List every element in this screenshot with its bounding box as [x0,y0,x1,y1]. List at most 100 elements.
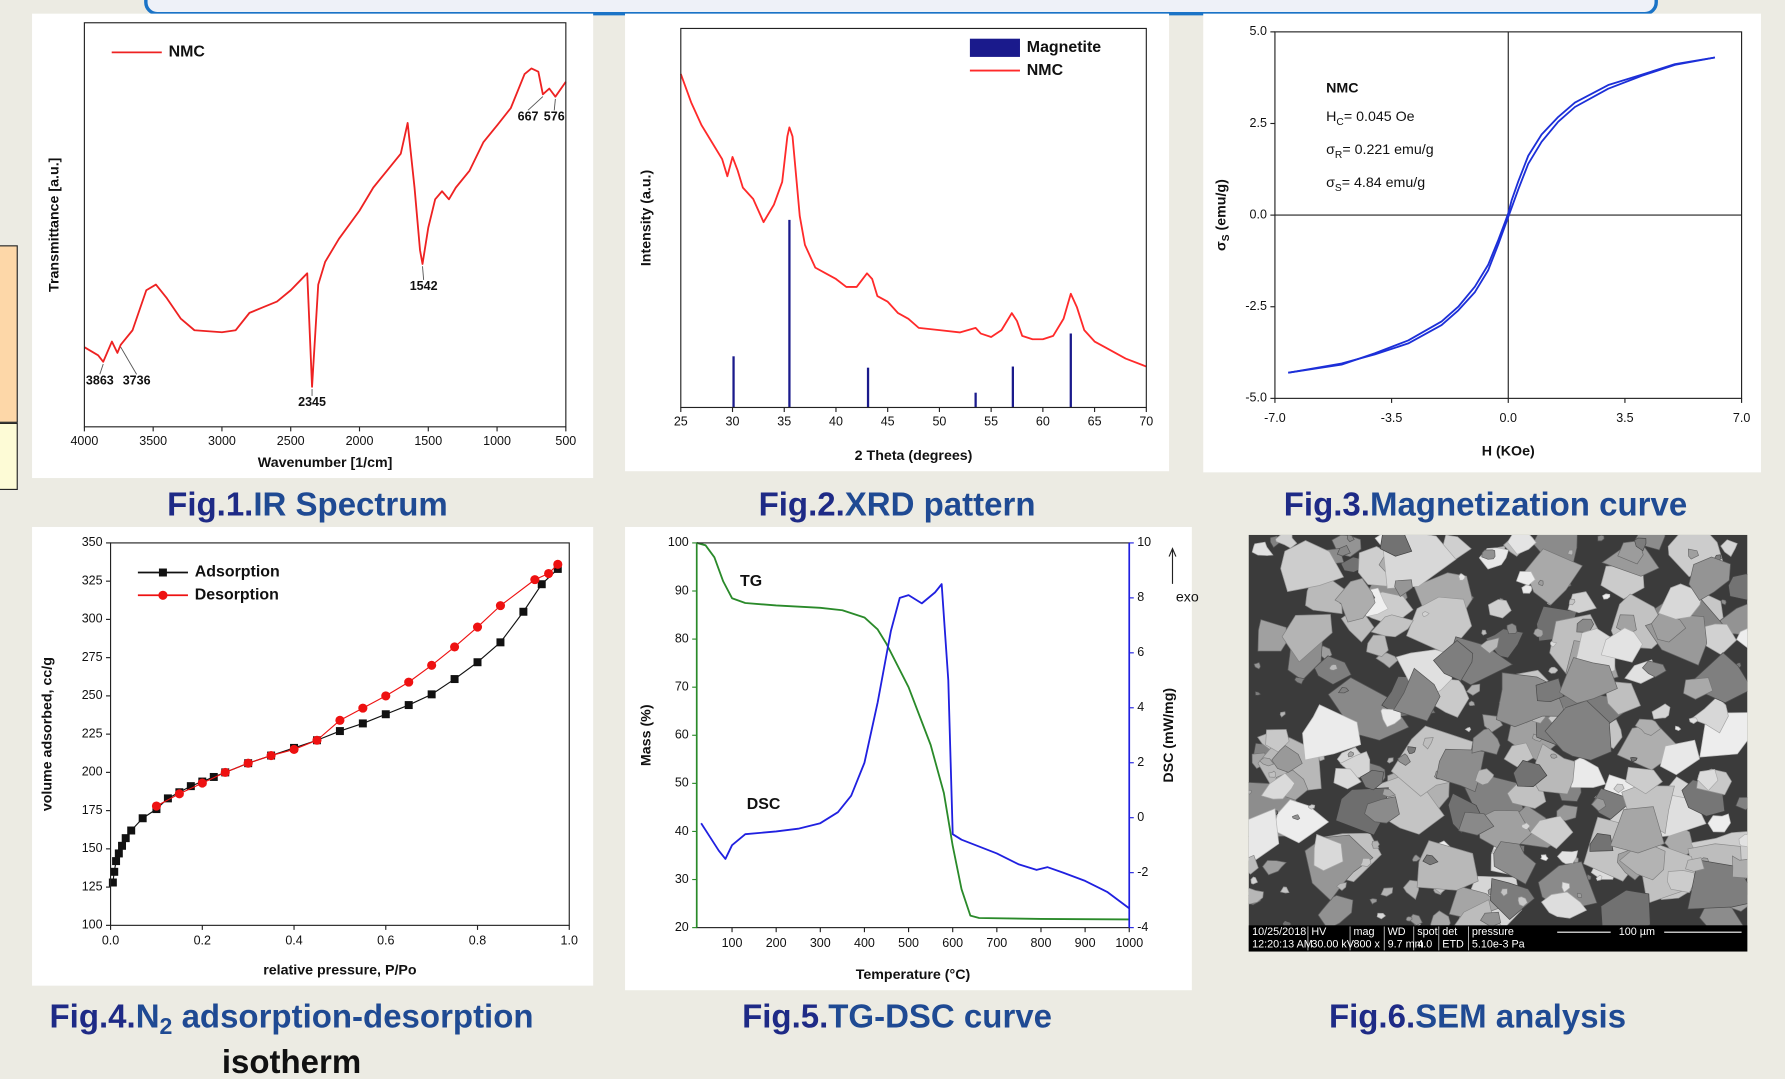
x-tick-label: -3.5 [1381,411,1403,425]
y2-tick-label: 8 [1137,590,1144,604]
side-table-cell [0,423,17,489]
x-tick-label: 200 [766,936,787,950]
x-tick-label: 0.4 [285,934,302,948]
caption-label: Fig.6. [1329,997,1415,1034]
annotation: 2345 [298,395,326,409]
sem-scale-label: 100 µm [1619,926,1655,938]
x-tick-label: 1.0 [561,934,578,948]
marker [152,801,161,810]
poster-section: 10/25/201812:20:13 AMHV30.00 kVmag800 xW… [0,0,1785,1079]
y-axis-label: Mass (%) [638,704,654,766]
marker [450,642,459,651]
sem-info: 30.00 kV [1311,939,1354,951]
caption-label: Fig.1. [167,485,253,522]
y2-axis-label: DSC (mW/mg) [1161,688,1177,783]
sem-image: 10/25/201812:20:13 AMHV30.00 kVmag800 xW… [1211,522,1764,951]
annotation: 3863 [86,373,114,387]
annotation-part: C [1336,116,1343,127]
figure-caption: Fig.3.Magnetization curve [1284,485,1687,522]
marker [404,678,413,687]
y-axis-label-part: S [1221,234,1232,241]
caption-text: 2 [160,1013,173,1039]
marker [530,575,539,584]
x-tick-label: 30 [726,415,740,429]
marker [244,759,253,768]
caption-text: N [136,997,160,1034]
y-tick-label: 5.0 [1250,24,1267,38]
figure-caption: Fig.5.TG-DSC curve [742,997,1052,1034]
marker [175,789,184,798]
chart-panel [625,14,1169,472]
caption-text: SEM analysis [1415,997,1626,1034]
legend-label: Magnetite [1027,39,1101,56]
caption-text: XRD pattern [845,485,1036,522]
marker [122,834,130,842]
y-axis-label: Intensity (a.u.) [638,170,654,267]
sem-info: HV [1311,926,1327,938]
caption-label: Fig.2. [759,485,845,522]
x-tick-label: 4000 [70,434,98,448]
y-axis-label-part: (emu/g) [1213,179,1229,235]
annotation-part: = 4.84 emu/g [1342,175,1425,191]
sem-info: 4.0 [1417,939,1432,951]
caption-label: Fig.4. [50,997,136,1034]
x-tick-label: 700 [986,936,1007,950]
y2-tick-label: 0 [1137,810,1144,824]
y-tick-label: 150 [82,841,103,855]
y-tick-label: 60 [675,728,689,742]
marker [289,745,298,754]
marker [267,751,276,760]
y-tick-label: 40 [675,824,689,838]
x-axis-label: H (KOe) [1482,444,1535,460]
annotation: 3736 [123,374,151,388]
x-tick-label: 25 [674,415,688,429]
sem-particle [1577,893,1581,897]
chart-panel [1203,14,1761,473]
annotation: σS= 4.84 emu/g [1326,175,1425,194]
annotation: 1542 [410,279,438,293]
y-tick-label: 325 [82,573,103,587]
y-tick-label: 275 [82,650,103,664]
marker [496,638,504,646]
y-tick-label: -5.0 [1245,391,1267,405]
y-tick-label: 200 [82,765,103,779]
sem-info: 5.10e-3 Pa [1472,939,1525,951]
sem-particle [1372,841,1380,848]
marker [359,719,367,727]
marker [428,690,436,698]
y-axis-label: Transmittance [a.u.] [47,158,63,292]
y2-tick-label: 2 [1137,755,1144,769]
y2-tick-label: 10 [1137,535,1151,549]
y-tick-label: 350 [82,535,103,549]
y-tick-label: 300 [82,612,103,626]
x-tick-label: 2000 [346,434,374,448]
sem-info: mag [1353,926,1374,938]
sem-info: ETD [1442,939,1464,951]
x-tick-label: 0.2 [194,934,211,948]
y-tick-label: 100 [668,535,689,549]
sem-info: WD [1388,926,1406,938]
caption-text: Magnetization curve [1370,485,1687,522]
legend-marker [159,569,167,577]
x-axis-label: 2 Theta (degrees) [855,448,973,464]
x-tick-label: 55 [984,415,998,429]
marker [496,601,505,610]
legend-marker [158,591,167,600]
y2-tick-label: -4 [1137,920,1148,934]
figure-caption: Fig.6.SEM analysis [1329,997,1626,1034]
marker [519,608,527,616]
x-tick-label: 600 [942,936,963,950]
annotation-part: H [1326,109,1336,125]
x-tick-label: 7.0 [1733,411,1750,425]
x-tick-label: -7.0 [1264,411,1286,425]
caption-label: Fig.3. [1284,485,1370,522]
x-tick-label: 50 [932,415,946,429]
legend-label: Desorption [195,586,279,603]
x-tick-label: 300 [810,936,831,950]
y2-tick-label: 6 [1137,645,1144,659]
x-axis-label: Temperature (°C) [856,967,971,983]
y-tick-label: 90 [675,583,689,597]
header-box [146,0,1656,14]
annotation: exo [1176,589,1199,605]
y-tick-label: 80 [675,631,689,645]
